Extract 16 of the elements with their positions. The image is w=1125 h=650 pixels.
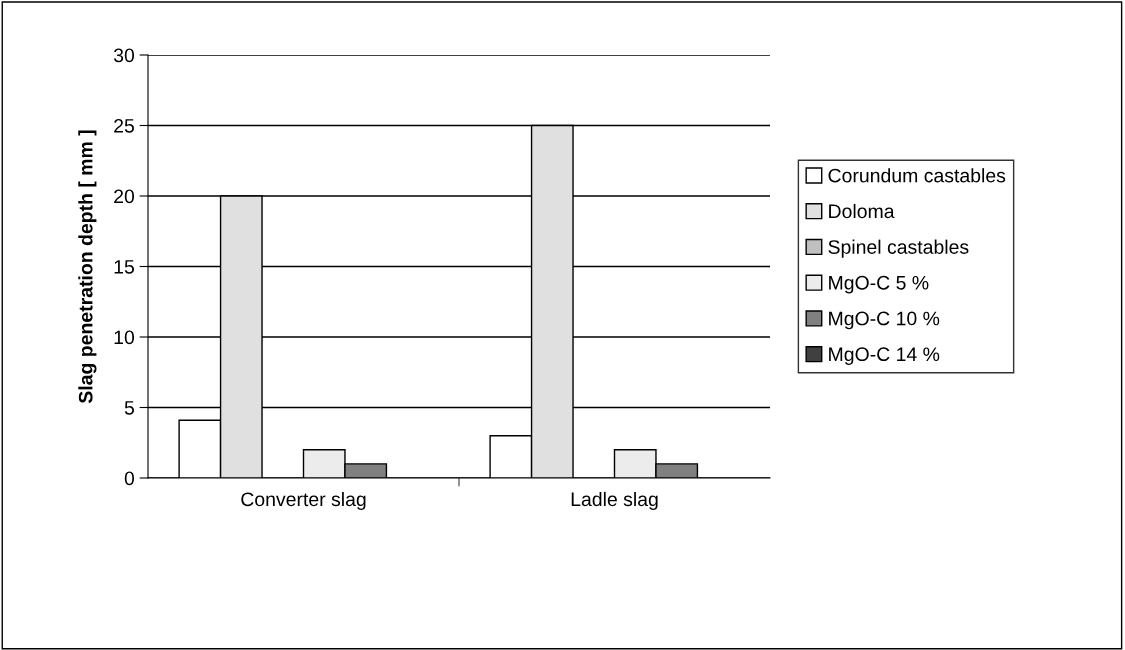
x-tick-label: Converter slag [241, 491, 366, 511]
legend-label: MgO-C 14 % [829, 347, 940, 365]
legend-label: Doloma [829, 203, 895, 219]
legend-label: Spinel castables [828, 239, 969, 258]
y-tick-label: 15 [114, 260, 134, 274]
y-tick-label: 5 [124, 401, 134, 415]
x-tick-label: Ladle slag [571, 491, 658, 511]
y-tick-label: 30 [113, 48, 135, 63]
y-tick-label: 10 [114, 330, 135, 345]
y-tick-label: 0 [124, 471, 135, 486]
y-tick-label: 20 [114, 189, 135, 204]
legend-label: MgO-C 5 % [829, 275, 929, 294]
y-axis-title: Slag penetration depth [ mm ] [78, 130, 97, 404]
legend-label: Corundum castables [828, 168, 1006, 183]
legend-label: MgO-C 10 % [829, 311, 940, 330]
y-tick-label: 25 [114, 118, 134, 133]
